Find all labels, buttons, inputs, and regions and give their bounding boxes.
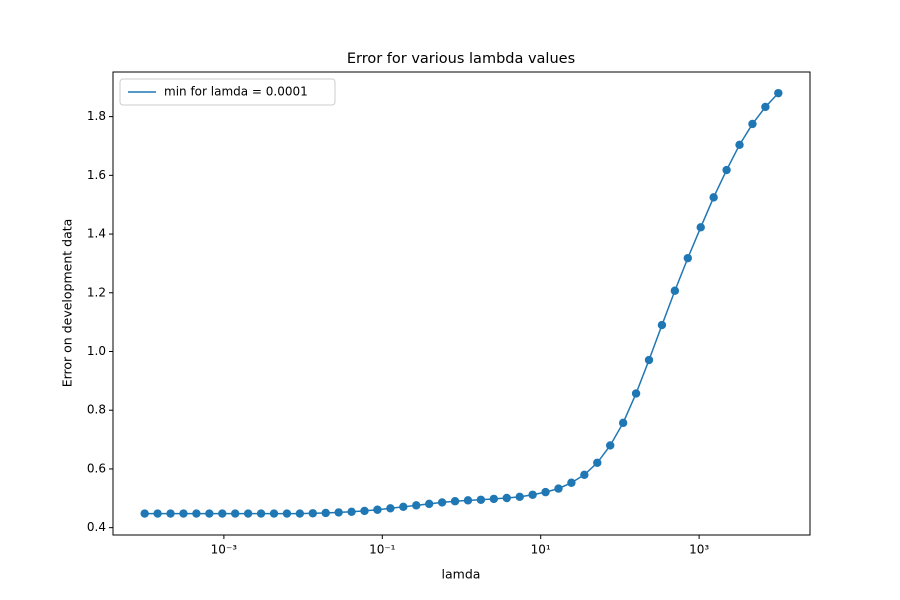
point	[463, 496, 473, 505]
point	[696, 223, 705, 232]
point	[282, 509, 292, 518]
y-axis-label: Error on development data	[60, 219, 75, 388]
y-tick-label: 1.0	[87, 344, 106, 358]
point	[179, 509, 188, 518]
point	[722, 165, 731, 175]
point	[489, 494, 499, 504]
x-tick-label: 10¹	[531, 543, 551, 557]
point	[593, 458, 602, 467]
y-tick-label: 0.8	[87, 403, 106, 417]
point	[321, 508, 330, 518]
point	[476, 495, 486, 504]
point	[644, 355, 654, 365]
point	[269, 509, 279, 518]
point	[437, 498, 447, 507]
y-tick-label: 1.6	[87, 168, 106, 182]
y-tick-label: 0.6	[87, 461, 106, 475]
y-tick-label: 0.4	[87, 520, 106, 534]
x-tick-label: 10³	[689, 543, 709, 557]
point	[295, 509, 305, 518]
point	[683, 253, 692, 263]
x-tick-label: 10⁻¹	[369, 543, 396, 557]
point	[528, 490, 537, 499]
point	[373, 505, 382, 514]
point	[735, 140, 744, 150]
point	[657, 320, 667, 330]
point	[334, 508, 343, 517]
legend-box	[119, 78, 336, 106]
point	[218, 509, 227, 518]
point	[230, 509, 240, 518]
point	[515, 492, 524, 502]
chart-title: Error for various lambda values	[347, 51, 575, 67]
y-tick-label: 1.2	[87, 285, 106, 299]
point	[670, 286, 680, 295]
y-tick-label: 1.8	[87, 109, 106, 123]
point	[541, 487, 550, 497]
x-tick-label: 10⁻³	[211, 543, 238, 557]
point	[205, 509, 214, 518]
legend-label: min for lamda = 0.0001	[164, 85, 308, 99]
point	[618, 418, 628, 428]
point	[140, 509, 149, 518]
point	[761, 102, 770, 112]
point	[308, 509, 317, 518]
point	[606, 441, 615, 450]
point	[709, 193, 718, 202]
y-tick-label: 1.4	[87, 227, 106, 241]
point	[399, 502, 408, 512]
point	[748, 119, 757, 129]
point	[412, 501, 421, 510]
point	[567, 478, 576, 487]
point	[450, 497, 460, 506]
axes-frame	[112, 71, 811, 536]
point	[360, 506, 369, 516]
point	[166, 509, 175, 518]
point	[243, 509, 253, 518]
point	[386, 504, 395, 513]
point	[192, 509, 201, 518]
point	[424, 499, 434, 509]
x-axis-label: lamda	[442, 567, 481, 582]
point	[580, 470, 589, 480]
point	[554, 484, 563, 493]
point	[774, 88, 783, 98]
point	[256, 509, 266, 518]
point	[502, 493, 511, 503]
series-line	[144, 92, 779, 515]
point	[631, 389, 641, 398]
point	[347, 507, 356, 517]
point	[153, 509, 162, 518]
